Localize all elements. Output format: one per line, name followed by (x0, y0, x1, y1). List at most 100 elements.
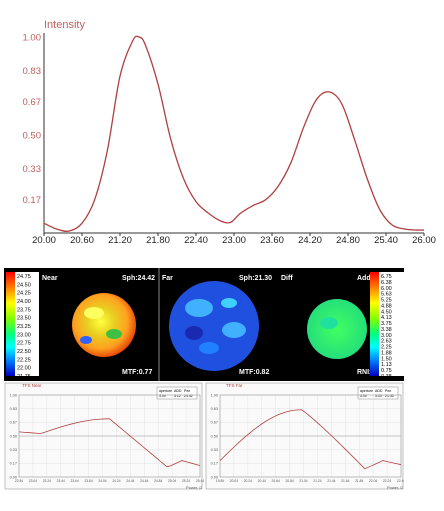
power-map-graphic: 24.75 24.50 24.25 24.00 23.75 23.50 23.25 23.00… (6, 268, 404, 381)
legend-value: 3.12 (174, 394, 181, 398)
tfs-far-curve (219, 409, 402, 470)
tfs-near-curve (18, 418, 201, 468)
scale-label: 3.75 (381, 321, 392, 327)
scale-label: 0.75 (381, 368, 392, 374)
left-scale-labels: 24.75 24.50 24.25 24.00 23.75 23.50 23.25 23.00… (17, 274, 31, 380)
y-tick-label: 0.67 (211, 421, 218, 425)
y-tick-label: 0.00 (10, 475, 17, 479)
x-tick-label: 21.24 (313, 479, 321, 483)
scale-label: 5.63 (381, 292, 392, 298)
far-map-spot (185, 299, 213, 317)
x-tick-label: 24.04 (98, 479, 106, 483)
legend-value: 21.30 (385, 394, 394, 398)
x-tick-label: 25.04 (168, 479, 176, 483)
far-mtf: MTF:0.82 (239, 369, 269, 376)
scale-label: 24.75 (17, 274, 31, 280)
right-scale-labels: 6.756.386.005.635.254.884.504.133.753.38… (381, 274, 392, 380)
tfs-near-title: TFS Near (22, 383, 42, 388)
tfs-near-grid (18, 394, 201, 478)
right-color-scale (370, 272, 379, 376)
scale-label: 22.00 (17, 366, 31, 372)
far-sph: Sph:21.30 (239, 275, 272, 282)
scale-label: 0.38 (381, 374, 392, 380)
x-tick-label: 23.64 (71, 479, 79, 483)
near-label: Near (42, 275, 58, 282)
scale-label: 23.00 (17, 332, 31, 338)
x-tick-label: 20.64 (272, 479, 280, 483)
y-tick-label: 0.83 (23, 66, 42, 77)
x-tick-label: 24.44 (126, 479, 134, 483)
x-tick-label: 23.84 (84, 479, 92, 483)
x-tick-label: 22.40 (184, 235, 208, 246)
tfs-near-y-ticks: 1.00 0.83 0.67 0.50 0.33 0.17 0.00 (10, 393, 17, 479)
tfs-far-title: TFS Far (226, 383, 243, 388)
scale-label: 23.50 (17, 316, 31, 322)
y-tick-label: 0.17 (211, 462, 218, 466)
scale-label: 24.00 (17, 299, 31, 305)
scale-label: 22.25 (17, 357, 31, 363)
y-tick-label: 0.00 (211, 475, 218, 479)
x-tick-label: 24.20 (298, 235, 322, 246)
diff-power-map (307, 299, 367, 359)
tfs-far-y-ticks: 1.00 0.83 0.67 0.50 0.33 0.17 0.00 (211, 393, 218, 479)
legend-value: 3.00 (360, 394, 367, 398)
scale-label: 4.13 (381, 315, 392, 321)
y-axis-label: Intensity (44, 19, 85, 31)
x-tick-label: 21.64 (341, 479, 349, 483)
legend-aperture: aperture (360, 389, 373, 393)
y-tick-label: 0.83 (10, 407, 17, 411)
power-map-panel: 24.75 24.50 24.25 24.00 23.75 23.50 23.25 23.00… (4, 268, 404, 381)
x-tick-label: 20.44 (258, 479, 266, 483)
tfs-far-legend: aperture ADD Pwr 3.00 3.03 21.30 (357, 386, 399, 400)
y-tick-label: 0.33 (211, 448, 218, 452)
near-sph: Sph:24.42 (122, 275, 155, 282)
x-tick-label: 20.60 (70, 235, 94, 246)
legend-pwr: Pwr (385, 389, 392, 393)
scale-label: 24.25 (17, 291, 31, 297)
x-tick-label: 23.24 (43, 479, 51, 483)
intensity-series-line (43, 35, 425, 232)
scale-label: 24.50 (17, 282, 31, 288)
x-tick-label: 21.84 (355, 479, 363, 483)
x-tick-labels: 20.00 20.60 21.20 21.80 22.40 23.00 23.60 24.20… (32, 233, 436, 246)
x-tick-label: 26.00 (412, 235, 436, 246)
x-tick-label: 25.44 (196, 479, 204, 483)
x-tick-label: 21.20 (108, 235, 132, 246)
right-scale-labels-bg (379, 272, 404, 376)
x-tick-label: 20.04 (230, 479, 238, 483)
tfs-charts-graphic: TFS Near aperture ADD Pwr 3.00 3.12 24.4… (4, 382, 405, 490)
x-tick-label: 23.60 (260, 235, 284, 246)
scale-label: 3.00 (381, 333, 392, 339)
plot-border (219, 394, 402, 478)
far-map-spot (222, 322, 246, 338)
y-tick-label: 0.50 (211, 434, 218, 438)
scale-label: 3.38 (381, 327, 392, 333)
x-tick-label: 22.44 (397, 479, 404, 483)
x-tick-label: 22.84 (15, 479, 23, 483)
x-tick-label: 21.80 (146, 235, 170, 246)
near-map-spot (80, 336, 92, 344)
y-tick-label: 1.00 (10, 393, 17, 397)
scale-label: 22.75 (17, 341, 31, 347)
legend-add: ADD (174, 389, 182, 393)
y-tick-label: 0.83 (211, 407, 218, 411)
scale-label: 4.88 (381, 303, 392, 309)
y-tick-label: 1.00 (211, 393, 218, 397)
y-tick-label: 0.33 (23, 164, 42, 175)
x-tick-label: 20.00 (32, 235, 56, 246)
left-scale-labels-bg (15, 272, 39, 376)
scale-label: 1.50 (381, 356, 392, 362)
tfs-far-xlabel: Power, D (387, 485, 403, 490)
legend-pwr: Pwr (184, 389, 191, 393)
x-tick-label: 20.24 (244, 479, 252, 483)
far-map-spot (221, 298, 237, 308)
x-tick-label: 25.24 (182, 479, 190, 483)
legend-value: 3.00 (159, 394, 166, 398)
tfs-far-x-ticks: 19.84 20.04 20.24 20.44 20.64 20.84 21.04 21.24… (216, 479, 405, 483)
x-tick-label: 19.84 (216, 479, 224, 483)
scale-label: 6.75 (381, 274, 392, 280)
scale-label: 5.25 (381, 298, 392, 304)
tfs-near-xlabel: Power, D (186, 485, 202, 490)
y-tick-label: 0.17 (10, 462, 17, 466)
y-tick-label: 0.67 (10, 421, 17, 425)
